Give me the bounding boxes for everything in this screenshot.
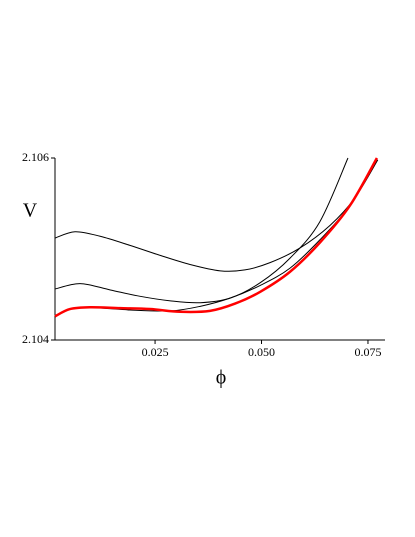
curve xyxy=(54,157,378,318)
y-tick-label: 2.104 xyxy=(22,332,49,346)
x-tick-label: 0.050 xyxy=(248,345,275,359)
x-tick-label: 0.075 xyxy=(354,345,381,359)
curve xyxy=(54,159,379,272)
y-axis-label: V xyxy=(23,200,38,222)
x-axis-label: ϕ xyxy=(216,367,227,389)
curve xyxy=(89,159,378,312)
x-tick-label: 0.025 xyxy=(142,345,169,359)
curve xyxy=(54,157,349,304)
y-tick-label: 2.106 xyxy=(22,150,49,164)
